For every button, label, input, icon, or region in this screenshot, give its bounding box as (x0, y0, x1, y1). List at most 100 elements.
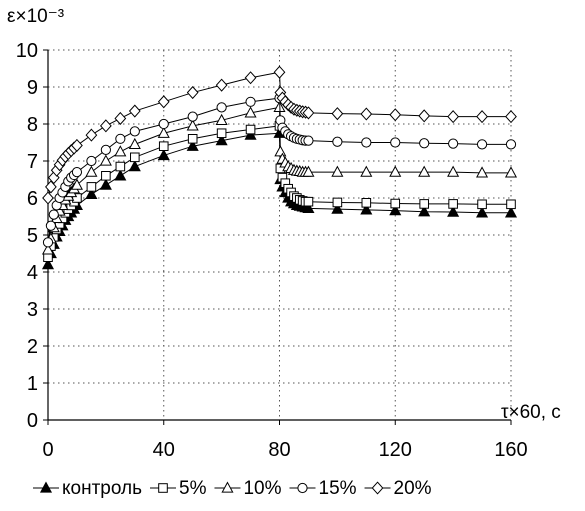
data-point (71, 138, 83, 153)
data-point (360, 203, 373, 215)
data-point (477, 199, 487, 210)
data-point (100, 144, 111, 155)
data-point (419, 138, 430, 149)
data-point (157, 95, 170, 109)
data-point (332, 197, 343, 208)
data-point (41, 258, 55, 270)
data-point (71, 167, 83, 178)
legend-label: 20% (394, 478, 432, 499)
tick-labels: 0 1 2 3 4 5 6 7 8 9 10 0 40 80 120 160 (16, 40, 528, 461)
legend-item: 10% (214, 478, 282, 499)
data-point (85, 187, 98, 199)
legend-marker (297, 482, 308, 494)
y-tick-label: 6 (27, 188, 38, 210)
data-point (332, 136, 343, 147)
data-point (186, 119, 199, 131)
y-tick-label: 7 (27, 151, 38, 173)
x-tick-label: 80 (268, 439, 290, 461)
legend-label: 10% (243, 478, 281, 499)
data-point (99, 178, 112, 190)
data-point (303, 196, 314, 207)
data-point (361, 137, 372, 148)
legend-item: контроль (33, 478, 142, 499)
series-2 (43, 121, 516, 262)
data-point (273, 65, 286, 79)
legend-label: 5% (179, 478, 207, 499)
data-point (360, 107, 373, 121)
data-point (216, 102, 227, 113)
data-point (506, 199, 516, 210)
data-point (114, 169, 127, 181)
data-point (215, 134, 228, 146)
data-point (128, 137, 141, 150)
data-point (42, 237, 54, 248)
data-point (45, 180, 57, 194)
data-point (389, 165, 402, 177)
data-point (130, 152, 140, 163)
data-point (303, 135, 314, 146)
y-tick-label: 3 (27, 299, 38, 321)
data-point (128, 160, 141, 172)
data-point (129, 126, 140, 137)
data-point (447, 165, 460, 177)
data-point (418, 109, 431, 123)
data-point (114, 145, 127, 157)
legend-label: контроль (62, 478, 142, 499)
data-point (244, 106, 257, 118)
legend-marker (221, 481, 234, 493)
data-point (45, 220, 56, 231)
data-point (41, 243, 55, 255)
data-point (186, 86, 199, 100)
data-point (99, 154, 112, 166)
data-point (187, 111, 198, 122)
data-point (101, 171, 111, 181)
data-point (115, 161, 126, 172)
data-point (418, 165, 431, 177)
legend-marker (158, 483, 168, 493)
data-point (157, 148, 170, 161)
data-point (244, 71, 257, 85)
data-point (302, 201, 315, 214)
data-point (447, 110, 459, 124)
data-point (361, 198, 372, 208)
x-tick-label: 120 (379, 439, 412, 461)
y-tick-label: 0 (27, 410, 38, 432)
data-point (70, 178, 83, 190)
data-point (42, 191, 54, 205)
data-point (476, 206, 489, 218)
data-point (244, 128, 257, 140)
y-tick-label: 2 (27, 336, 38, 358)
data-point (115, 133, 126, 144)
legend-marker (39, 481, 53, 493)
y-tick-label: 1 (27, 373, 38, 395)
data-point (85, 165, 98, 177)
legend-label: 15% (319, 478, 357, 499)
y-tick-label: 8 (27, 114, 38, 136)
data-point (389, 204, 402, 216)
data-point (86, 182, 97, 192)
data-point (476, 139, 488, 150)
data-point (448, 138, 459, 149)
data-point (331, 202, 344, 214)
data-point (476, 110, 488, 124)
series-4 (42, 93, 517, 248)
x-tick-label: 0 (42, 439, 53, 461)
data-point (419, 199, 429, 209)
y-tick-label: 5 (27, 225, 38, 247)
x-tick-label: 160 (494, 439, 527, 461)
y-axis-label: ε×10⁻³ (7, 6, 64, 27)
legend: контроль 5% 10% 15% 20% (33, 478, 432, 499)
data-point (158, 118, 169, 130)
x-tick-label: 40 (153, 439, 175, 461)
data-point (389, 108, 402, 122)
legend-item: 15% (289, 478, 357, 499)
y-tick-label: 10 (16, 40, 38, 62)
data-point (215, 113, 228, 125)
data-point (360, 165, 373, 177)
axes (43, 49, 512, 425)
legend-item: 5% (150, 478, 207, 499)
data-point (274, 145, 287, 157)
series-group (41, 65, 518, 270)
data-point (504, 206, 518, 218)
